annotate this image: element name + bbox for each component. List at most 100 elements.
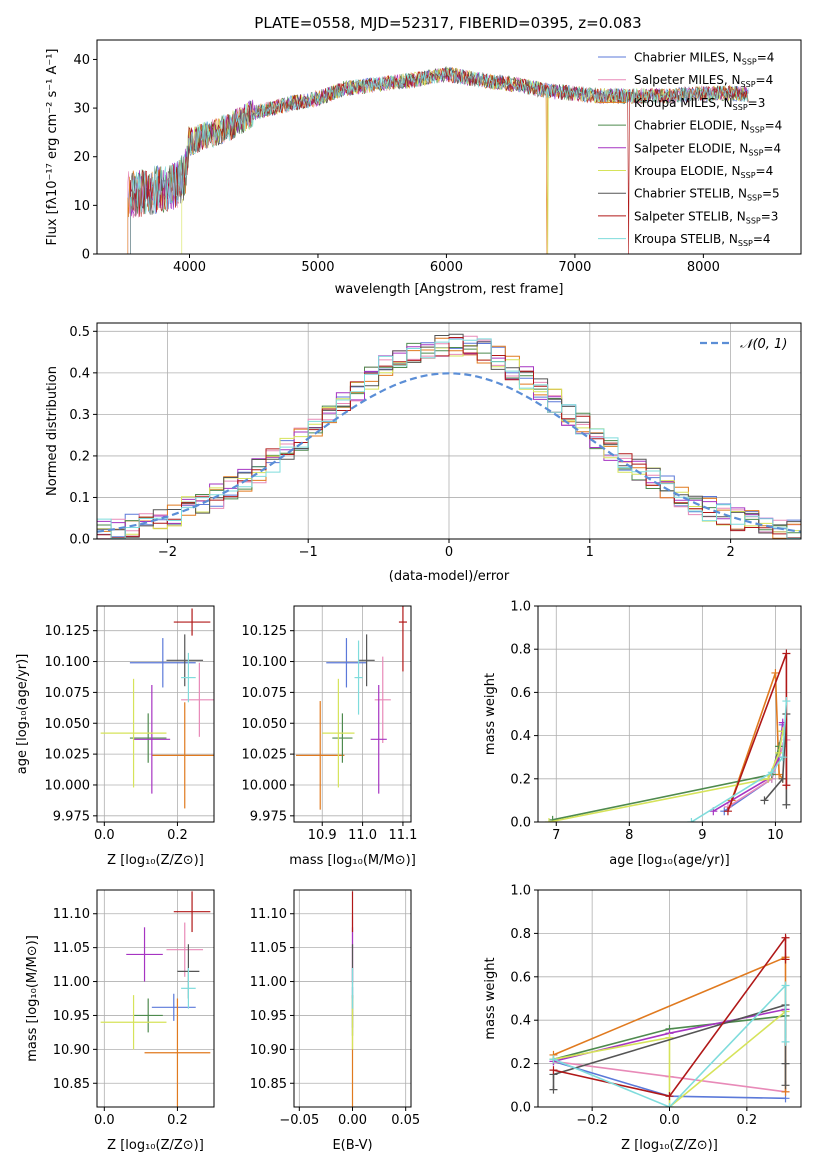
mass-weight-marker bbox=[764, 774, 773, 783]
x-tick-label: 7 bbox=[552, 828, 560, 843]
x-axis-label: E(B-V) bbox=[332, 1138, 372, 1153]
y-tick-label: 11.05 bbox=[53, 941, 90, 956]
error-bar-point bbox=[151, 702, 214, 809]
error-bar-point bbox=[144, 998, 211, 1107]
legend-label: Chabrier ELODIE, NSSP=4 bbox=[634, 119, 782, 135]
error-bar-point bbox=[181, 652, 196, 703]
legend-label-nssp: =4 bbox=[753, 232, 771, 246]
y-tick-label: 0.4 bbox=[510, 729, 531, 744]
mass-weight-marker bbox=[687, 818, 696, 822]
y-tick-label: 0.6 bbox=[510, 686, 531, 701]
plot-area bbox=[100, 891, 211, 1107]
spectrum-panel: 4000 5000 6000 7000 8000 0 10 20 30 40 wavelength … bbox=[45, 39, 802, 297]
mass-weight-marker bbox=[665, 1103, 674, 1107]
normal-curve bbox=[97, 372, 801, 533]
x-tick-label: 11.0 bbox=[348, 828, 377, 843]
y-tick-label: 0.3 bbox=[69, 408, 90, 423]
x-tick-label: 0 bbox=[445, 545, 453, 560]
legend-label: 𝒩(0, 1) bbox=[740, 337, 787, 352]
legend-label-text: Chabrier ELODIE, N bbox=[634, 119, 750, 133]
error-bar-point bbox=[166, 634, 204, 687]
error-bar-point bbox=[332, 713, 353, 763]
y-tick-label: 10.85 bbox=[250, 1077, 287, 1092]
x-tick-label: 0.2 bbox=[167, 1113, 188, 1128]
mass-weight-marker bbox=[548, 815, 557, 822]
x-tick-label: 4000 bbox=[173, 260, 206, 275]
y-axis-label: mass [log₁₀(M/M⊙)] bbox=[25, 935, 40, 1062]
legend-label-subscript: SSP bbox=[738, 239, 753, 248]
error-bar-point bbox=[374, 656, 391, 744]
error-bar-point bbox=[354, 640, 363, 715]
x-axis-label: wavelength [Angstrom, rest frame] bbox=[335, 282, 564, 297]
mass-weight-marker bbox=[771, 668, 780, 677]
error-bar-point bbox=[322, 678, 355, 788]
legend-label: Salpeter STELIB, NSSP=3 bbox=[634, 209, 778, 225]
y-tick-label: 0.2 bbox=[510, 772, 531, 787]
legend-label-subscript: SSP bbox=[742, 58, 757, 67]
error-bar-point bbox=[129, 638, 196, 688]
legend-label: Salpeter ELODIE, NSSP=4 bbox=[634, 141, 781, 157]
y-tick-label: 0.8 bbox=[510, 927, 531, 942]
error-bar-point bbox=[181, 967, 196, 1009]
legend-label-nssp: =4 bbox=[756, 164, 774, 178]
y-tick-label: 10.95 bbox=[53, 1009, 90, 1024]
y-tick-label: 10.125 bbox=[45, 624, 91, 639]
legend-label: Chabrier STELIB, NSSP=5 bbox=[634, 187, 780, 203]
y-tick-label: 0.4 bbox=[69, 366, 90, 381]
y-tick-label: 10.025 bbox=[242, 748, 288, 763]
plot-area bbox=[100, 608, 214, 809]
mass-weight-line bbox=[548, 731, 784, 822]
y-tick-label: 0.4 bbox=[510, 1014, 531, 1029]
mass-weight-marker bbox=[781, 981, 790, 990]
error-bar-point bbox=[358, 634, 375, 687]
x-axis-label: Z [log₁₀(Z/Z⊙)] bbox=[621, 1138, 718, 1153]
y-tick-label: 11.10 bbox=[53, 907, 90, 922]
mass-weight-marker bbox=[549, 1085, 558, 1094]
legend-label: Kroupa ELODIE, NSSP=4 bbox=[634, 164, 773, 180]
weight-vs-age-panel: 7 8 9 10 0.0 0.2 0.4 0.6 0.8 1.0 age [log₁₀(age/yr… bbox=[483, 600, 802, 868]
error-bar-point bbox=[326, 638, 367, 688]
x-tick-label: 10.9 bbox=[308, 828, 337, 843]
error-bar-point bbox=[151, 993, 196, 1021]
x-axis-label: Z [log₁₀(Z/Z⊙)] bbox=[107, 853, 204, 868]
error-bar-point bbox=[398, 606, 407, 672]
legend-label-subscript: SSP bbox=[746, 216, 761, 225]
age-vs-z-panel: 0.0 0.2 9.975 10.000 10.025 10.050 10.075 10.10… bbox=[15, 605, 215, 868]
y-tick-label: 10.100 bbox=[242, 655, 288, 670]
y-axis-label: mass weight bbox=[483, 673, 498, 755]
y-tick-label: 10.000 bbox=[242, 778, 288, 793]
y-tick-label: 10.050 bbox=[45, 717, 91, 732]
mass-weight-marker bbox=[781, 1081, 790, 1090]
spectrum-line bbox=[181, 67, 749, 254]
axes-frame bbox=[537, 605, 802, 823]
x-tick-label: 0.2 bbox=[737, 1113, 758, 1128]
mass-vs-ebv-panel: −0.05 0.00 0.05 10.85 10.90 10.95 11.00 11.05 11… bbox=[250, 889, 420, 1153]
y-tick-label: 10.100 bbox=[45, 655, 91, 670]
error-bar-point bbox=[133, 684, 171, 794]
y-axis-label: Flux [fλ10⁻¹⁷ erg cm⁻² s⁻¹ A⁻¹] bbox=[45, 49, 60, 246]
error-bar-point bbox=[296, 701, 345, 810]
legend-label-subscript: SSP bbox=[747, 194, 762, 203]
y-tick-label: 10.075 bbox=[242, 686, 288, 701]
mass-weight-marker bbox=[775, 748, 784, 757]
legend-label-text: Salpeter MILES, N bbox=[634, 73, 741, 87]
y-tick-label: 10.125 bbox=[242, 624, 288, 639]
y-axis-label: Normed distribution bbox=[45, 366, 60, 496]
mass-weight-marker bbox=[781, 1037, 790, 1046]
error-bar-point bbox=[100, 678, 167, 788]
legend-label: Salpeter MILES, NSSP=4 bbox=[634, 73, 773, 89]
y-tick-label: 11.05 bbox=[250, 941, 287, 956]
legend-label-subscript: SSP bbox=[748, 148, 763, 157]
legend-label-text: Kroupa ELODIE, N bbox=[634, 164, 741, 178]
x-tick-label: 8 bbox=[625, 828, 633, 843]
y-tick-label: 9.975 bbox=[250, 809, 287, 824]
axes-frame bbox=[96, 605, 215, 823]
legend-label-subscript: SSP bbox=[733, 103, 748, 112]
y-tick-label: 10.075 bbox=[45, 686, 91, 701]
x-tick-label: 5000 bbox=[301, 260, 334, 275]
plot-area bbox=[127, 66, 749, 254]
plot-area bbox=[544, 649, 791, 822]
y-tick-label: 10.050 bbox=[242, 717, 288, 732]
plot-area bbox=[549, 933, 790, 1107]
error-bar-point bbox=[100, 995, 167, 1050]
